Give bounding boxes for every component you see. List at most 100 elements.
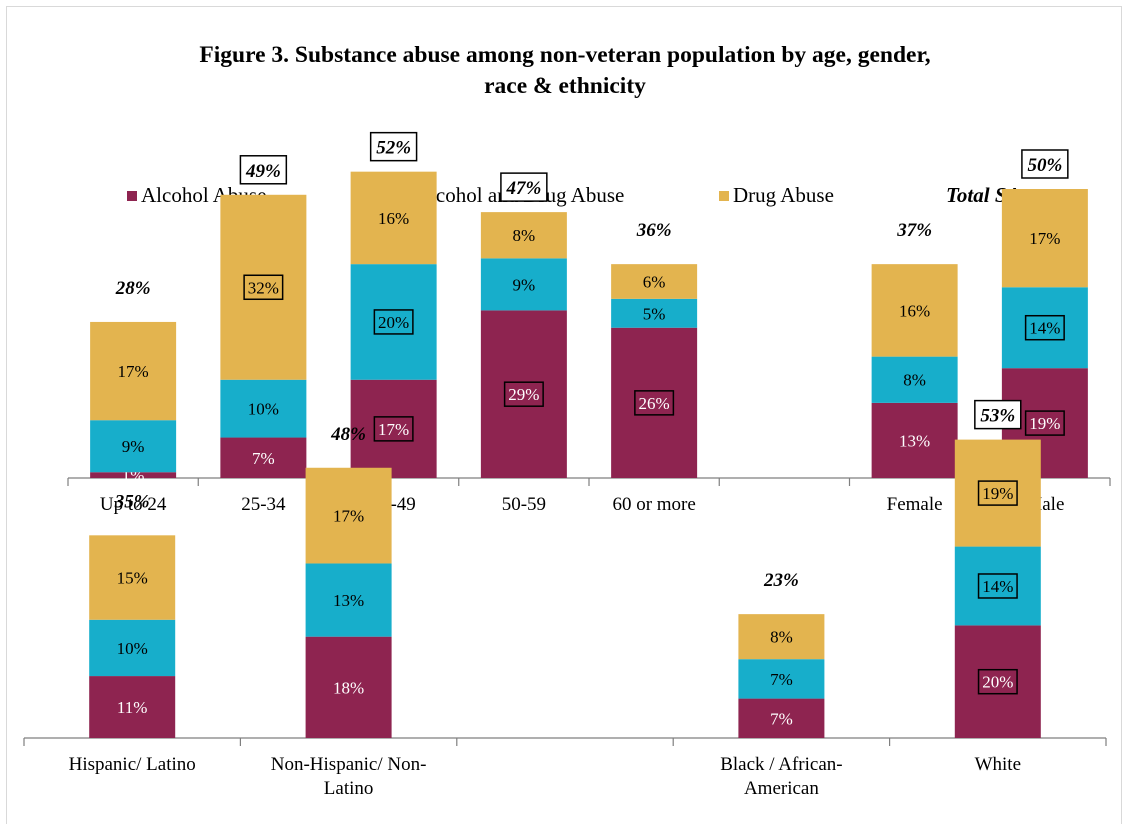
chart1-data-label-both-male: 14% bbox=[1029, 319, 1060, 338]
chart1-total-label-female: 37% bbox=[896, 220, 932, 241]
chart2-label-box-alcohol-white bbox=[977, 668, 1018, 695]
chart2-bar-drug-hispanic-latino bbox=[89, 535, 176, 620]
chart1-data-label-drug-male: 17% bbox=[1029, 229, 1060, 248]
chart2-total-label-black-african-american: 23% bbox=[763, 570, 799, 591]
legend-label-drug-abuse: Drug Abuse bbox=[733, 183, 834, 207]
chart1-bar-alcohol-50-59 bbox=[480, 310, 567, 478]
chart2-bar-both-non-hispanic-non-latino bbox=[305, 563, 392, 637]
chart1-category-label-25-34: 25-34 bbox=[241, 494, 286, 515]
chart1-total-label-male: 50% bbox=[1027, 155, 1062, 176]
chart1-data-label-drug-female: 16% bbox=[899, 301, 930, 320]
chart1-data-label-both-25-34: 10% bbox=[248, 400, 279, 419]
chart1-total-box-50-59 bbox=[500, 172, 548, 202]
chart2-category-label-non-hispanic-non-latino-line-2: Latino bbox=[324, 778, 374, 799]
chart2-data-label-alcohol-white: 20% bbox=[982, 673, 1013, 692]
chart1-data-label-both-female: 8% bbox=[903, 371, 926, 390]
chart2-data-label-both-non-hispanic-non-latino: 13% bbox=[333, 591, 364, 610]
chart2-data-label-both-black-african-american: 7% bbox=[770, 670, 793, 689]
chart1-label-box-alcohol-35-49 bbox=[373, 416, 414, 442]
chart-title: Figure 3. Substance abuse among non-vete… bbox=[0, 40, 1130, 102]
chart2-bar-alcohol-hispanic-latino bbox=[89, 676, 176, 738]
chart2-bar-drug-white bbox=[954, 439, 1041, 547]
chart1-data-label-both-60-or-more: 5% bbox=[643, 304, 666, 323]
chart2-category-label-black-african-american-line-2: American bbox=[744, 778, 819, 799]
chart1-bar-drug-25-34 bbox=[220, 194, 307, 380]
chart-title-line-2: race & ethnicity bbox=[484, 73, 646, 99]
chart1-category-label-60-or-more: 60 or more bbox=[612, 494, 695, 515]
chart2-category-label-black-african-american-line-1: Black / African- bbox=[720, 754, 842, 775]
chart1-data-label-alcohol-female: 13% bbox=[899, 431, 930, 450]
chart2-bar-drug-non-hispanic-non-latino bbox=[305, 467, 392, 564]
chart1-bar-drug-50-59 bbox=[480, 212, 567, 259]
chart2-bar-both-white bbox=[954, 546, 1041, 626]
chart1-bar-drug-60-or-more bbox=[611, 264, 698, 299]
chart1-bar-both-up-to-24 bbox=[90, 420, 177, 473]
chart1-data-label-drug-50-59: 8% bbox=[513, 226, 536, 245]
chart2-total-label-non-hispanic-non-latino: 48% bbox=[330, 424, 366, 445]
chart1-label-box-alcohol-50-59 bbox=[503, 381, 544, 407]
chart1-total-label-50-59: 47% bbox=[505, 178, 541, 199]
chart1-bar-alcohol-35-49 bbox=[350, 379, 437, 478]
chart1-bar-both-25-34 bbox=[220, 379, 307, 438]
chart1-bar-both-50-59 bbox=[480, 258, 567, 311]
chart1-label-box-alcohol-male bbox=[1024, 410, 1065, 436]
chart1-total-label-up-to-24: 28% bbox=[115, 278, 151, 299]
chart1-bar-drug-35-49 bbox=[350, 171, 437, 265]
chart1-data-label-both-35-49: 20% bbox=[378, 313, 409, 332]
chart1-category-label-female: Female bbox=[887, 494, 943, 515]
chart-frame bbox=[6, 6, 1122, 824]
chart1-total-label-35-49: 52% bbox=[376, 138, 411, 159]
chart1-bar-alcohol-up-to-24 bbox=[90, 472, 177, 478]
chart2-data-label-drug-hispanic-latino: 15% bbox=[117, 569, 148, 588]
chart1-bar-alcohol-25-34 bbox=[220, 437, 307, 478]
chart1-label-box-drug-25-34 bbox=[243, 274, 284, 301]
chart1-data-label-drug-35-49: 16% bbox=[378, 209, 409, 228]
chart1-bar-drug-female bbox=[871, 264, 958, 357]
chart2-data-label-drug-black-african-american: 8% bbox=[770, 628, 793, 647]
chart1-bar-both-female bbox=[871, 356, 958, 403]
chart1-data-label-alcohol-35-49: 17% bbox=[378, 420, 409, 439]
chart2-data-label-both-hispanic-latino: 10% bbox=[117, 639, 148, 658]
chart1-data-label-drug-25-34: 32% bbox=[248, 278, 279, 297]
chart1-total-box-25-34 bbox=[239, 155, 288, 185]
chart2-bar-both-black-african-american bbox=[738, 659, 825, 699]
chart1-data-label-alcohol-male: 19% bbox=[1029, 414, 1060, 433]
chart1-bar-both-35-49 bbox=[350, 264, 437, 380]
chart1-data-label-alcohol-60-or-more: 26% bbox=[639, 394, 670, 413]
chart2-total-label-white: 53% bbox=[980, 406, 1015, 427]
chart2-data-label-both-white: 14% bbox=[982, 577, 1013, 596]
chart2-bar-both-hispanic-latino bbox=[89, 619, 176, 677]
chart2-bar-alcohol-non-hispanic-non-latino bbox=[305, 636, 392, 738]
chart2-data-label-drug-non-hispanic-non-latino: 17% bbox=[333, 507, 364, 526]
chart1-bar-both-male bbox=[1001, 287, 1088, 369]
chart1-data-label-both-up-to-24: 9% bbox=[122, 437, 145, 456]
chart1-label-box-both-35-49 bbox=[373, 309, 414, 335]
chart1-total-box-male bbox=[1021, 149, 1069, 179]
chart1-total-box-35-49 bbox=[369, 131, 418, 162]
chart1-bar-drug-male bbox=[1001, 189, 1088, 288]
chart1-data-label-drug-up-to-24: 17% bbox=[118, 362, 149, 381]
chart1-data-label-alcohol-25-34: 7% bbox=[252, 449, 275, 468]
chart2-data-label-drug-white: 19% bbox=[982, 484, 1013, 503]
chart1-data-label-drug-60-or-more: 6% bbox=[643, 272, 666, 291]
chart2-bar-alcohol-white bbox=[954, 625, 1041, 738]
chart2-label-box-drug-white bbox=[977, 480, 1018, 506]
legend-swatch-alcohol-abuse bbox=[127, 191, 137, 201]
legend-swatch-drug-abuse bbox=[719, 191, 729, 201]
chart2-category-label-non-hispanic-non-latino-line-1: Non-Hispanic/ Non- bbox=[271, 754, 427, 775]
chart1-total-label-25-34: 49% bbox=[245, 161, 281, 182]
chart2-data-label-alcohol-black-african-american: 7% bbox=[770, 709, 793, 728]
chart1-label-box-both-male bbox=[1024, 314, 1065, 341]
chart1-category-label-up-to-24: Up to 24 bbox=[100, 494, 167, 515]
chart1-bar-both-60-or-more bbox=[611, 298, 698, 328]
chart1-bar-drug-up-to-24 bbox=[90, 321, 177, 421]
chart1-label-box-alcohol-60-or-more bbox=[634, 390, 675, 416]
chart1-bar-alcohol-60-or-more bbox=[611, 327, 698, 478]
chart1-data-label-both-50-59: 9% bbox=[513, 275, 536, 294]
chart1-total-label-60-or-more: 36% bbox=[636, 220, 672, 241]
chart2-category-label-hispanic-latino: Hispanic/ Latino bbox=[69, 754, 196, 775]
chart1-bar-alcohol-female bbox=[871, 402, 958, 478]
legend-item-drug-abuse: Drug Abuse bbox=[719, 180, 834, 210]
chart2-data-label-alcohol-hispanic-latino: 11% bbox=[117, 698, 148, 717]
